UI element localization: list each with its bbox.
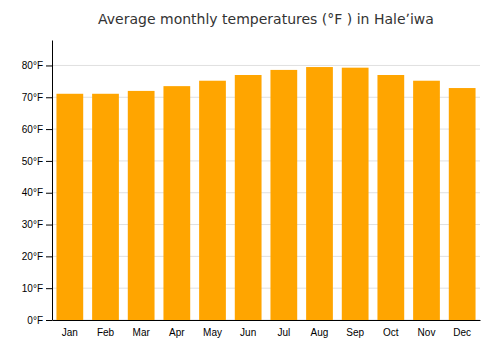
x-tick: Aug (311, 327, 329, 338)
bar (270, 70, 297, 320)
x-tick-label: Nov (418, 327, 436, 338)
y-tick: 70°F (22, 92, 52, 103)
x-tick: May (203, 327, 222, 338)
x-tick-label: Jan (62, 327, 78, 338)
y-tick-label: 30°F (22, 219, 43, 230)
y-tick-mark (46, 129, 52, 130)
bar (163, 86, 190, 320)
y-tick-label: 50°F (22, 156, 43, 167)
x-tick: Apr (169, 327, 185, 338)
x-tick: Sep (346, 327, 364, 338)
bar (377, 75, 404, 320)
bar (128, 91, 155, 320)
y-tick-mark (46, 65, 52, 66)
bars (56, 67, 475, 320)
x-tick: Feb (97, 327, 115, 338)
y-tick-mark (46, 256, 52, 257)
y-tick: 0°F (27, 315, 52, 326)
bar (56, 94, 83, 320)
y-tick: 40°F (22, 187, 52, 198)
y-tick: 10°F (22, 283, 52, 294)
y-tick-label: 20°F (22, 251, 43, 262)
y-tick: 50°F (22, 156, 52, 167)
x-tick-label: Apr (169, 327, 185, 338)
chart: 0°F 10°F 20°F 30°F 40°F 50°F 60°F 70°F 80°F Jan Fe… (0, 0, 500, 350)
x-tick: Dec (453, 327, 471, 338)
y-tick-label: 70°F (22, 92, 43, 103)
x-tick-label: Aug (311, 327, 329, 338)
bar (306, 67, 333, 320)
x-tick-label: Oct (383, 327, 399, 338)
x-tick-label: Feb (97, 327, 115, 338)
x-tick: Nov (418, 327, 436, 338)
y-tick-mark (46, 193, 52, 194)
x-tick-label: Dec (453, 327, 471, 338)
y-tick-label: 80°F (22, 60, 43, 71)
y-axis: 0°F 10°F 20°F 30°F 40°F 50°F 60°F 70°F 80°F (22, 41, 53, 326)
x-tick-label: Sep (346, 327, 364, 338)
x-tick-label: Jun (240, 327, 256, 338)
x-tick-label: Mar (133, 327, 151, 338)
y-tick: 20°F (22, 251, 52, 262)
y-tick-label: 60°F (22, 124, 43, 135)
bar (235, 75, 262, 320)
x-axis: Jan Feb Mar Apr May Jun Jul Aug Sep Oct Nov Dec (53, 321, 481, 339)
bar (413, 81, 440, 320)
y-tick-mark (46, 97, 52, 98)
grid (52, 65, 480, 320)
plot: 0°F 10°F 20°F 30°F 40°F 50°F 60°F 70°F 80°F Jan Fe… (22, 41, 481, 339)
y-tick-mark (46, 161, 52, 162)
grid-line (52, 65, 480, 66)
x-tick: Jul (277, 327, 290, 338)
bar (449, 88, 476, 320)
y-axis-line (52, 41, 53, 321)
x-tick: Jan (62, 327, 78, 338)
y-tick-mark (46, 320, 52, 321)
bar (92, 94, 119, 320)
title: Average monthly temperatures (°F ) in Ha… (98, 11, 434, 27)
x-tick-label: May (203, 327, 222, 338)
x-tick: Mar (133, 327, 151, 338)
y-tick: 80°F (22, 60, 52, 71)
y-tick-label: 10°F (22, 283, 43, 294)
x-tick: Oct (383, 327, 399, 338)
bar (199, 81, 226, 320)
x-axis-line (53, 320, 481, 321)
y-tick-mark (46, 225, 52, 226)
y-tick-mark (46, 288, 52, 289)
x-tick-label: Jul (277, 327, 290, 338)
y-tick: 30°F (22, 219, 52, 230)
bar (342, 68, 369, 320)
x-tick: Jun (240, 327, 256, 338)
y-tick-label: 40°F (22, 187, 43, 198)
y-tick: 60°F (22, 124, 52, 135)
y-tick-label: 0°F (27, 315, 43, 326)
